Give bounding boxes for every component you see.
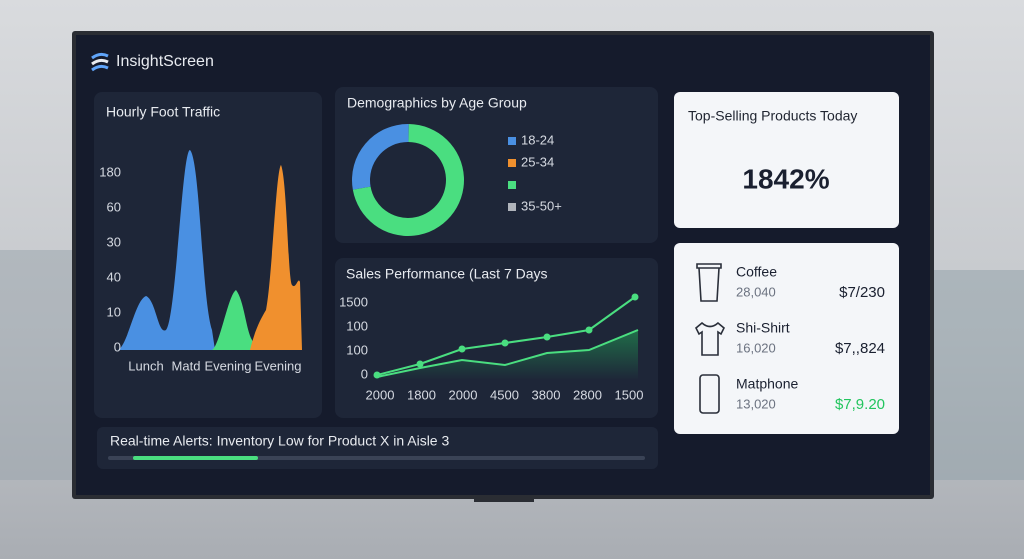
y-tick-label: 30 bbox=[107, 234, 121, 249]
area bbox=[212, 290, 256, 350]
area bbox=[118, 150, 215, 350]
card bbox=[674, 92, 899, 228]
panel-title: Hourly Foot Traffic bbox=[106, 104, 220, 120]
background-shelf bbox=[0, 250, 72, 480]
logo bbox=[91, 52, 109, 72]
product-price: $7,9.20 bbox=[835, 396, 885, 413]
x-tick-label: Evening bbox=[255, 358, 302, 373]
x-tick-label: 3800 bbox=[532, 387, 561, 402]
donut-segment bbox=[352, 124, 409, 190]
x-tick-label: 2000 bbox=[449, 387, 478, 402]
y-tick-label: 100 bbox=[346, 342, 368, 357]
area bbox=[377, 330, 638, 380]
legend-swatch bbox=[508, 159, 516, 167]
y-tick-label: 60 bbox=[107, 199, 121, 214]
x-tick-label: 1500 bbox=[615, 387, 644, 402]
point bbox=[416, 360, 424, 368]
x-tick-label: 1800 bbox=[407, 387, 436, 402]
area bbox=[250, 165, 302, 350]
x-tick-label: 2800 bbox=[573, 387, 602, 402]
product-count: 28,040 bbox=[736, 284, 776, 299]
progress-fill bbox=[133, 456, 258, 460]
brand-name: InsightScreen bbox=[116, 53, 214, 70]
line bbox=[376, 329, 639, 378]
y-tick-label: 1500 bbox=[339, 294, 368, 309]
legend-swatch bbox=[508, 137, 516, 145]
background-shelf bbox=[933, 270, 1024, 480]
x-tick-label: Matd bbox=[172, 358, 201, 373]
shirt-icon bbox=[695, 321, 725, 356]
product-icons bbox=[695, 263, 725, 414]
y-tick-label: 0 bbox=[361, 366, 368, 381]
product-name: Matphone bbox=[736, 376, 798, 392]
legend-label: 25-34 bbox=[521, 154, 554, 169]
x-tick-label: Lunch bbox=[128, 358, 163, 373]
coffee-icon bbox=[696, 263, 722, 302]
panel-title: Demographics by Age Group bbox=[347, 95, 527, 111]
x-tick-label: Evening bbox=[205, 358, 252, 373]
product-name: Shi-Shirt bbox=[736, 320, 790, 336]
tv-stand bbox=[474, 498, 534, 502]
area-chart bbox=[118, 150, 302, 350]
point bbox=[543, 333, 551, 341]
x-tick-label: 4500 bbox=[490, 387, 519, 402]
phone-icon bbox=[699, 374, 720, 414]
y-tick-label: 40 bbox=[107, 269, 121, 284]
product-count: 16,020 bbox=[736, 340, 776, 355]
legend-label: 35-50+ bbox=[521, 198, 562, 213]
point bbox=[373, 371, 381, 379]
y-tick-label: 10 bbox=[107, 304, 121, 319]
panel-title: Sales Performance (Last 7 Days bbox=[346, 266, 548, 282]
point bbox=[501, 339, 509, 347]
point bbox=[458, 345, 466, 353]
point bbox=[631, 293, 639, 301]
legend-label: 18-24 bbox=[521, 132, 554, 147]
x-tick-label: 2000 bbox=[366, 387, 395, 402]
card-title: Top-Selling Products Today bbox=[688, 108, 857, 124]
point bbox=[585, 326, 593, 334]
product-price: $7/230 bbox=[839, 284, 885, 301]
legend-swatch bbox=[508, 203, 516, 211]
donut-segment bbox=[352, 124, 465, 237]
kpi-value: 1842% bbox=[742, 163, 829, 194]
product-name: Coffee bbox=[736, 264, 777, 280]
product-count: 13,020 bbox=[736, 396, 776, 411]
y-tick-label: 0 bbox=[114, 339, 121, 354]
legend-swatch bbox=[508, 181, 516, 189]
y-tick-label: 100 bbox=[346, 318, 368, 333]
line-chart bbox=[373, 293, 639, 380]
alert-text: Real-time Alerts: Inventory Low for Prod… bbox=[110, 433, 449, 449]
product-price: $7,,824 bbox=[835, 340, 885, 357]
y-tick-label: 180 bbox=[99, 164, 121, 179]
card bbox=[674, 243, 899, 434]
